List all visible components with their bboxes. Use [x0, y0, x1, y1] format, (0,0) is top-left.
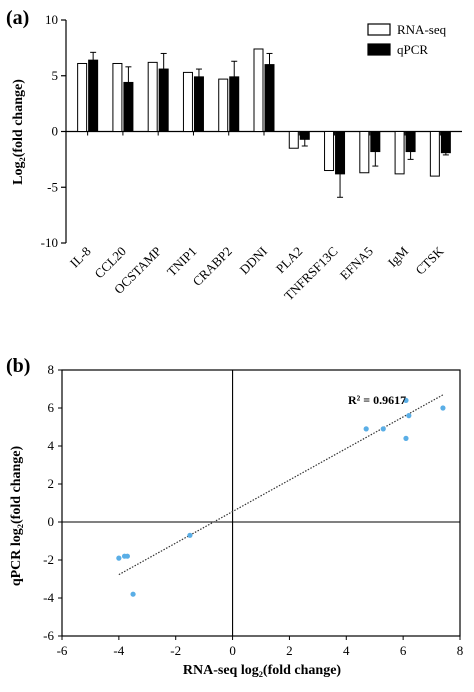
- category-label: CTSK: [412, 243, 447, 278]
- legend-swatch-rna-seq: [367, 23, 391, 36]
- legend-label-qpcr: qPCR: [397, 42, 428, 57]
- x-tick-label-b: 2: [286, 643, 293, 658]
- y-tick-label-b: 6: [48, 400, 55, 415]
- y-tick-label-a: -5: [47, 179, 58, 194]
- bar-rna-seq: [394, 131, 405, 175]
- bar-qpcr: [123, 81, 134, 133]
- plot-frame-b: [61, 369, 461, 637]
- y-axis-title-b: qPCR log₂(fold change): [9, 446, 24, 587]
- data-point: [363, 426, 369, 432]
- y-tick-label-b: 2: [48, 476, 55, 491]
- data-point: [440, 405, 446, 411]
- x-tick-label-b: -4: [113, 643, 124, 658]
- category-label: IL-8: [67, 244, 94, 271]
- category-label: DDNI: [237, 244, 271, 278]
- bar-rna-seq: [359, 131, 370, 174]
- bar-qpcr: [370, 131, 381, 153]
- trendline-b: [118, 394, 444, 576]
- y-tick-label-b: 8: [48, 362, 55, 377]
- x-tick-label-b: 8: [457, 643, 464, 658]
- x-axis-title-b: RNA-seq log₂(fold change): [183, 663, 342, 678]
- bar-qpcr: [299, 131, 310, 140]
- y-tick-label-b: -2: [43, 552, 54, 567]
- bar-qpcr: [440, 131, 451, 154]
- category-label: PLA2: [273, 244, 306, 277]
- data-point: [406, 413, 412, 419]
- bar-rna-seq: [253, 48, 264, 133]
- legend-swatch-qpcr: [367, 43, 391, 56]
- bar-rna-seq: [147, 61, 158, 132]
- data-point: [187, 532, 193, 538]
- x-tick-label-b: 6: [400, 643, 407, 658]
- data-point: [403, 435, 409, 441]
- bar-rna-seq: [112, 62, 123, 132]
- y-tick-label-b: -6: [43, 628, 54, 643]
- bar-rna-seq: [218, 78, 229, 132]
- bar-rna-seq: [324, 131, 335, 172]
- category-label: EFNA5: [337, 244, 376, 283]
- y-tick-label-a: -10: [41, 235, 58, 250]
- data-point: [121, 553, 128, 559]
- x-tick-label-b: 0: [229, 643, 236, 658]
- bar-rna-seq: [182, 71, 193, 132]
- data-point: [130, 591, 136, 597]
- data-point: [380, 426, 386, 432]
- r-squared-annotation: R² = 0.9617: [348, 393, 406, 407]
- y-tick-label-b: 4: [48, 438, 55, 453]
- bar-qpcr: [193, 76, 204, 132]
- bar-rna-seq: [288, 131, 299, 149]
- bar-qpcr: [88, 59, 99, 132]
- bar-qpcr: [158, 68, 169, 132]
- bar-qpcr: [229, 76, 240, 132]
- y-tick-label-a: 10: [45, 12, 58, 27]
- y-tick-label-b: 0: [48, 514, 55, 529]
- y-tick-label-a: 0: [52, 124, 59, 139]
- legend-a: RNA-seq qPCR: [367, 22, 447, 57]
- category-label: CRABP2: [189, 244, 234, 289]
- bar-rna-seq: [429, 131, 440, 177]
- bar-qpcr: [264, 64, 275, 132]
- y-tick-label-b: -4: [43, 590, 54, 605]
- panel-label-a: (a): [6, 7, 29, 29]
- data-point: [403, 397, 409, 403]
- panel-label-b: (b): [6, 355, 30, 377]
- data-point: [116, 555, 122, 561]
- y-axis-title-a: Log₂(fold change): [11, 79, 26, 185]
- category-label: IgM: [385, 243, 412, 270]
- axes-b: -6 -4 -2 0 2 4 6 8 -6 -4 -2 0 2 4 6 8: [43, 362, 463, 658]
- bars-a: [77, 48, 451, 198]
- x-tick-label-b: -2: [170, 643, 181, 658]
- legend-label-rna-seq: RNA-seq: [397, 22, 447, 37]
- y-tick-label-a: 5: [52, 68, 59, 83]
- points-b: [116, 397, 446, 597]
- bar-qpcr: [335, 131, 346, 175]
- bar-qpcr: [405, 131, 416, 153]
- x-tick-label-b: -6: [57, 643, 68, 658]
- bar-rna-seq: [77, 62, 88, 132]
- x-tick-label-b: 4: [343, 643, 350, 658]
- regression-line: [118, 394, 444, 576]
